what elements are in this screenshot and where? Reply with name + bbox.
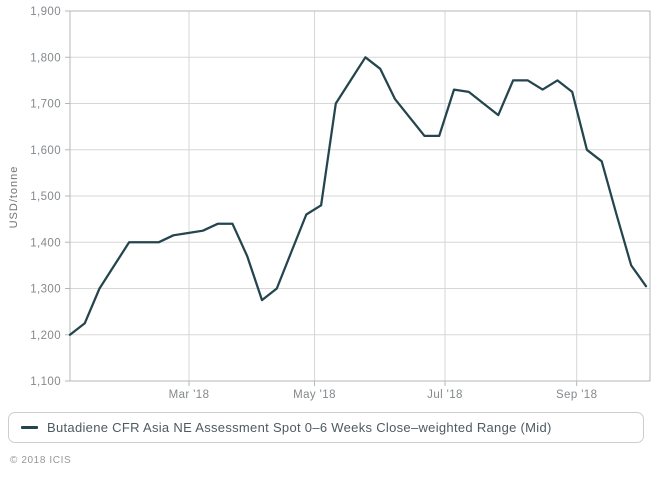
svg-text:1,500: 1,500 xyxy=(30,191,61,203)
x-axis-labels: Mar '18 May '18 Jul '18 Sep '18 xyxy=(169,389,597,401)
legend-item-butadiene[interactable]: Butadiene CFR Asia NE Assessment Spot 0–… xyxy=(21,420,552,435)
svg-text:1,600: 1,600 xyxy=(30,145,61,157)
line-chart-canvas: 1,900 1,800 1,700 1,600 1,500 1,400 1,300 1,200… xyxy=(30,6,651,401)
gridlines xyxy=(70,11,650,381)
series-line-butadiene xyxy=(68,56,648,336)
axis-ticks xyxy=(65,10,578,386)
svg-text:Jul '18: Jul '18 xyxy=(427,389,463,401)
svg-text:1,800: 1,800 xyxy=(30,52,61,64)
svg-text:1,400: 1,400 xyxy=(30,237,61,249)
svg-text:1,300: 1,300 xyxy=(30,284,61,296)
svg-text:Mar '18: Mar '18 xyxy=(169,389,210,401)
legend-series-label: Butadiene CFR Asia NE Assessment Spot 0–… xyxy=(47,420,552,435)
copyright-notice: © 2018 ICIS xyxy=(10,455,72,466)
legend: Butadiene CFR Asia NE Assessment Spot 0–… xyxy=(8,412,644,443)
svg-text:1,900: 1,900 xyxy=(30,6,61,18)
y-axis-labels: 1,900 1,800 1,700 1,600 1,500 1,400 1,300 1,200… xyxy=(30,6,61,388)
legend-line-marker-icon xyxy=(21,426,38,429)
svg-text:1,200: 1,200 xyxy=(30,330,61,342)
svg-text:May '18: May '18 xyxy=(293,389,336,401)
svg-text:1,100: 1,100 xyxy=(30,376,61,388)
svg-text:Sep '18: Sep '18 xyxy=(556,389,597,401)
svg-text:1,700: 1,700 xyxy=(30,99,61,111)
y-axis-title: USD/tonne xyxy=(8,165,20,229)
